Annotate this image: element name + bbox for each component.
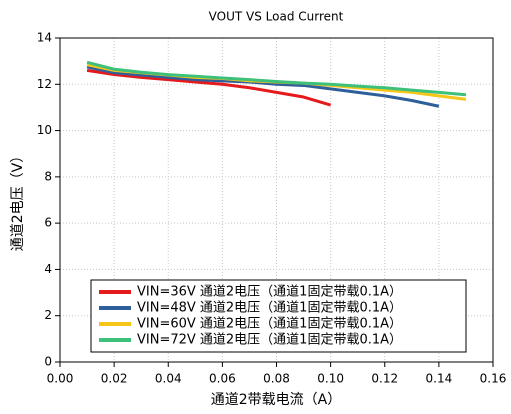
chart-title: VOUT VS Load Current bbox=[209, 10, 344, 24]
y-tick-label: 10 bbox=[37, 123, 52, 137]
legend-label: VIN=48V 通道2电压（通道1固定带载0.1A） bbox=[137, 301, 402, 316]
x-tick-label: 0.00 bbox=[47, 372, 74, 386]
series-line bbox=[86, 68, 332, 107]
y-tick-label: 8 bbox=[44, 169, 52, 183]
y-tick-label: 12 bbox=[37, 77, 52, 91]
legend-label: VIN=60V 通道2电压（通道1固定带载0.1A） bbox=[137, 317, 402, 332]
x-tick-label: 0.08 bbox=[263, 372, 290, 386]
y-tick-label: 4 bbox=[44, 262, 52, 276]
series-line bbox=[86, 65, 440, 108]
x-tick-label: 0.06 bbox=[209, 372, 236, 386]
legend-label: VIN=36V 通道2电压（通道1固定带载0.1A） bbox=[137, 285, 402, 300]
series-line bbox=[86, 60, 467, 97]
y-tick-label: 6 bbox=[44, 216, 52, 230]
x-tick-label: 0.16 bbox=[480, 372, 507, 386]
x-tick-label: 0.14 bbox=[426, 372, 453, 386]
x-tick-label: 0.10 bbox=[317, 372, 344, 386]
legend-label: VIN=72V 通道2电压（通道1固定带载0.1A） bbox=[137, 333, 402, 348]
x-tick-label: 0.12 bbox=[371, 372, 398, 386]
y-tick-label: 2 bbox=[44, 308, 52, 322]
y-axis-label: 通道2电压（V） bbox=[10, 149, 26, 251]
plot-frame bbox=[59, 37, 494, 363]
x-axis-label: 通道2带载电流（A） bbox=[211, 392, 341, 408]
x-tick-label: 0.04 bbox=[155, 372, 182, 386]
legend-box bbox=[90, 279, 467, 353]
x-tick-label: 0.02 bbox=[101, 372, 128, 386]
y-tick-label: 0 bbox=[44, 355, 52, 369]
y-tick-label: 14 bbox=[37, 31, 52, 45]
